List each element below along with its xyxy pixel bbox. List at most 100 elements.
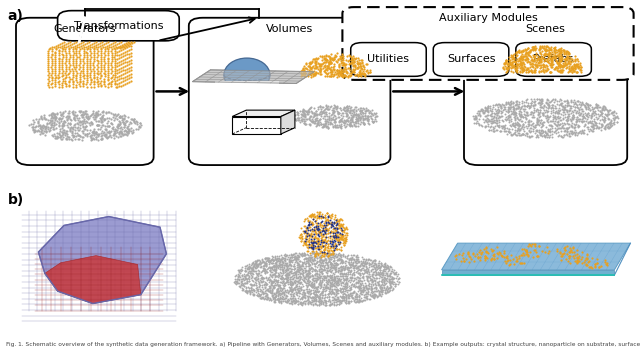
Point <box>75 119 85 124</box>
Point <box>336 244 346 250</box>
Point <box>293 302 303 307</box>
Point <box>304 109 314 115</box>
Point <box>71 58 81 64</box>
Point <box>75 58 85 64</box>
Point <box>344 52 354 58</box>
Point <box>28 127 38 132</box>
Point <box>532 57 542 62</box>
Point <box>575 256 586 262</box>
Point <box>275 295 285 301</box>
Point <box>360 115 370 121</box>
Point <box>72 130 82 135</box>
Point <box>303 257 314 263</box>
Point <box>354 293 364 299</box>
Point <box>312 240 322 246</box>
Point <box>272 289 282 295</box>
Point <box>333 277 344 282</box>
Point <box>252 258 262 264</box>
Point <box>299 291 309 296</box>
Point <box>299 275 309 280</box>
Point <box>302 233 312 239</box>
Point <box>305 295 315 300</box>
Point <box>504 105 514 111</box>
Point <box>369 260 380 266</box>
Point <box>109 117 119 122</box>
Point <box>564 58 575 64</box>
Point <box>249 275 259 281</box>
Point <box>91 39 101 45</box>
Point <box>301 229 312 234</box>
Point <box>285 258 296 264</box>
Point <box>349 106 359 112</box>
Point <box>320 69 330 75</box>
Point <box>124 69 134 74</box>
Point <box>316 254 326 260</box>
Point <box>352 71 362 77</box>
Point <box>346 122 356 128</box>
Point <box>385 281 396 287</box>
Point <box>529 58 540 63</box>
Point <box>574 64 584 70</box>
Point <box>303 214 314 219</box>
Point <box>310 275 320 281</box>
Point <box>522 104 532 109</box>
Point <box>299 229 309 234</box>
Point <box>122 80 132 86</box>
Point <box>346 261 356 267</box>
Point <box>370 116 380 122</box>
Point <box>308 242 318 248</box>
Point <box>48 124 58 130</box>
Point <box>297 252 307 257</box>
Point <box>522 50 532 55</box>
Point <box>271 293 282 299</box>
Point <box>327 278 337 283</box>
Point <box>339 120 349 126</box>
Point <box>317 271 327 277</box>
Point <box>562 116 572 122</box>
Point <box>304 221 314 226</box>
Point <box>362 256 372 262</box>
Point <box>330 246 340 252</box>
Point <box>527 59 538 64</box>
Point <box>356 280 367 286</box>
Point <box>541 44 551 50</box>
Point <box>116 129 127 135</box>
Point <box>65 128 76 134</box>
Point <box>309 242 319 248</box>
Point <box>305 270 316 275</box>
Point <box>570 107 580 113</box>
Point <box>324 302 334 308</box>
Point <box>356 119 366 124</box>
Point <box>493 116 503 121</box>
Point <box>82 80 92 85</box>
Point <box>96 66 106 72</box>
Point <box>120 77 130 83</box>
Point <box>340 224 351 230</box>
Point <box>310 272 321 278</box>
Point <box>522 55 532 61</box>
Point <box>271 273 281 279</box>
Point <box>349 282 359 288</box>
Point <box>99 62 109 68</box>
Point <box>230 278 240 284</box>
Point <box>287 299 297 304</box>
Point <box>540 43 550 49</box>
Point <box>376 271 386 276</box>
Point <box>111 45 122 51</box>
Point <box>319 114 329 119</box>
Point <box>547 56 557 62</box>
Point <box>89 76 99 81</box>
Point <box>520 53 530 59</box>
Point <box>326 223 337 228</box>
Point <box>336 280 346 286</box>
Point <box>64 84 74 89</box>
Point <box>340 65 350 70</box>
Point <box>82 76 92 81</box>
Point <box>531 45 541 51</box>
Point <box>609 109 620 115</box>
Point <box>374 272 384 277</box>
Point <box>317 299 328 305</box>
Point <box>54 52 64 58</box>
Point <box>386 283 396 289</box>
Point <box>563 109 573 115</box>
